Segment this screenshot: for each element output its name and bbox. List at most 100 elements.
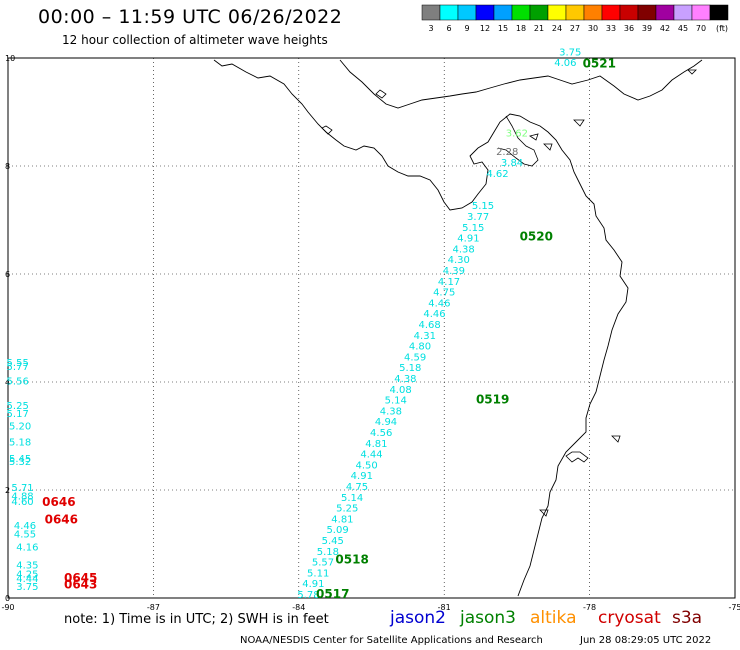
legend-label: 45 (678, 24, 688, 33)
wave-height-value: 4.17 (438, 277, 460, 288)
legend-swatch (475, 4, 495, 21)
wave-height-value: 5.78 (297, 590, 319, 601)
wave-height-value: 5.45 (9, 454, 31, 465)
wave-height-value: 4.31 (414, 331, 436, 342)
wave-height-value: 4.88 (11, 492, 33, 503)
wave-height-value: 4.80 (409, 342, 431, 353)
wave-height-value: 4.75 (433, 288, 455, 299)
wave-height-value: 5.71 (11, 483, 33, 494)
footer-credit: NOAA/NESDIS Center for Satellite Applica… (240, 635, 543, 646)
y-tick-label: 10 (5, 54, 15, 63)
legend-swatch (439, 4, 459, 21)
x-tick-label: -78 (583, 603, 596, 612)
satellite-name: jason2 (390, 608, 446, 628)
legend-label: 9 (464, 24, 469, 33)
wave-height-value: 5.18 (9, 438, 31, 449)
islands (321, 69, 697, 517)
pass-time-label: 0521 (583, 57, 616, 71)
legend-swatch (493, 4, 513, 21)
wave-height-value: 5.55 (7, 358, 29, 369)
legend-swatch (637, 4, 657, 21)
footer-note: note: 1) Time is in UTC; 2) SWH is in fe… (64, 612, 329, 627)
legend-swatch (529, 4, 549, 21)
wave-height-value: 5.15 (462, 223, 484, 234)
wave-height-value: 5.18 (317, 547, 339, 558)
legend-label: 18 (516, 24, 526, 33)
wave-height-value: 3.77 (467, 212, 489, 223)
legend-swatch (655, 4, 675, 21)
pass-time-label: 0646 (45, 512, 78, 526)
pass-time-label: 0518 (335, 552, 368, 566)
x-tick-label: -84 (292, 603, 305, 612)
wave-height-value: 4.44 (16, 574, 38, 585)
wave-height-value: 4.62 (486, 169, 508, 180)
wave-height-value: 5.17 (7, 409, 29, 420)
wave-height-value: 4.30 (448, 255, 470, 266)
legend-swatch (691, 4, 711, 21)
pass-time-label: 0520 (520, 230, 553, 244)
page-title: 00:00 – 11:59 UTC 06/26/2022 (38, 6, 343, 28)
wave-height-value: 4.94 (375, 417, 397, 428)
wave-height-value: 5.45 (322, 536, 344, 547)
wave-height-value: 4.38 (380, 406, 402, 417)
wave-height-value: 4.81 (365, 439, 387, 450)
wave-height-value: 4.59 (404, 352, 426, 363)
wave-height-value: 4.55 (14, 530, 36, 541)
legend-swatch (583, 4, 603, 21)
footer-date: Jun 28 08:29:05 UTC 2022 (580, 635, 712, 646)
wave-height-value: 4.16 (16, 542, 38, 553)
wave-height-value: 4.50 (356, 460, 378, 471)
x-tick-label: -87 (147, 603, 160, 612)
coastline (213, 59, 703, 597)
wave-height-value: 5.32 (9, 457, 31, 468)
wave-height-value: 4.91 (351, 471, 373, 482)
wave-height-value: 5.18 (399, 363, 421, 374)
satellite-name: s3a (672, 608, 703, 628)
track-values: 3.754.063.622.283.844.625.153.775.154.91… (7, 47, 582, 601)
wave-height-value: 5.56 (7, 377, 29, 388)
wave-height-value: 4.91 (457, 234, 479, 245)
wave-height-value: 4.25 (16, 569, 38, 580)
page-subtitle: 12 hour collection of altimeter wave hei… (62, 33, 328, 47)
satellite-name: altika (530, 608, 577, 628)
legend-label: 42 (660, 24, 670, 33)
wave-height-value: 4.44 (360, 450, 382, 461)
wave-height-value: 5.14 (341, 493, 363, 504)
wave-height-value: 5.14 (385, 396, 407, 407)
legend-swatch (457, 4, 477, 21)
wave-height-value: 4.75 (346, 482, 368, 493)
legend-label: 30 (588, 24, 598, 33)
wave-height-value: 4.81 (331, 514, 353, 525)
wave-height-value: 3.62 (506, 128, 528, 139)
satellite-name: cryosat (598, 608, 661, 628)
pass-time-label: 0643 (64, 577, 97, 591)
wave-height-value: 4.06 (554, 58, 576, 69)
x-tick-label: -90 (1, 603, 14, 612)
wave-height-value: 5.15 (472, 201, 494, 212)
legend-swatch (565, 4, 585, 21)
wave-height-value: 4.46 (428, 298, 450, 309)
pass-time-label: 0519 (476, 393, 509, 407)
wave-height-value: 4.39 (443, 266, 465, 277)
legend-label: 12 (480, 24, 490, 33)
legend-label: 15 (498, 24, 508, 33)
wave-height-value: 5.57 (312, 558, 334, 569)
y-tick-label: 4 (5, 378, 10, 387)
legend-label: 27 (570, 24, 580, 33)
wave-height-value: 4.46 (14, 521, 36, 532)
y-tick-label: 2 (5, 486, 10, 495)
wave-height-value: 4.38 (394, 374, 416, 385)
wave-height-value: 4.91 (302, 579, 324, 590)
satellite-name: jason3 (460, 608, 516, 628)
wave-height-value: 4.68 (419, 320, 441, 331)
wave-height-value: 3.84 (501, 158, 523, 169)
map-frame (7, 57, 736, 599)
y-tick-label: 6 (5, 270, 10, 279)
legend-label: 24 (552, 24, 562, 33)
gulf-of-panama (497, 115, 539, 167)
legend-label: 3 (428, 24, 433, 33)
lat-lon-grid (8, 58, 735, 598)
legend-label: 6 (446, 24, 451, 33)
